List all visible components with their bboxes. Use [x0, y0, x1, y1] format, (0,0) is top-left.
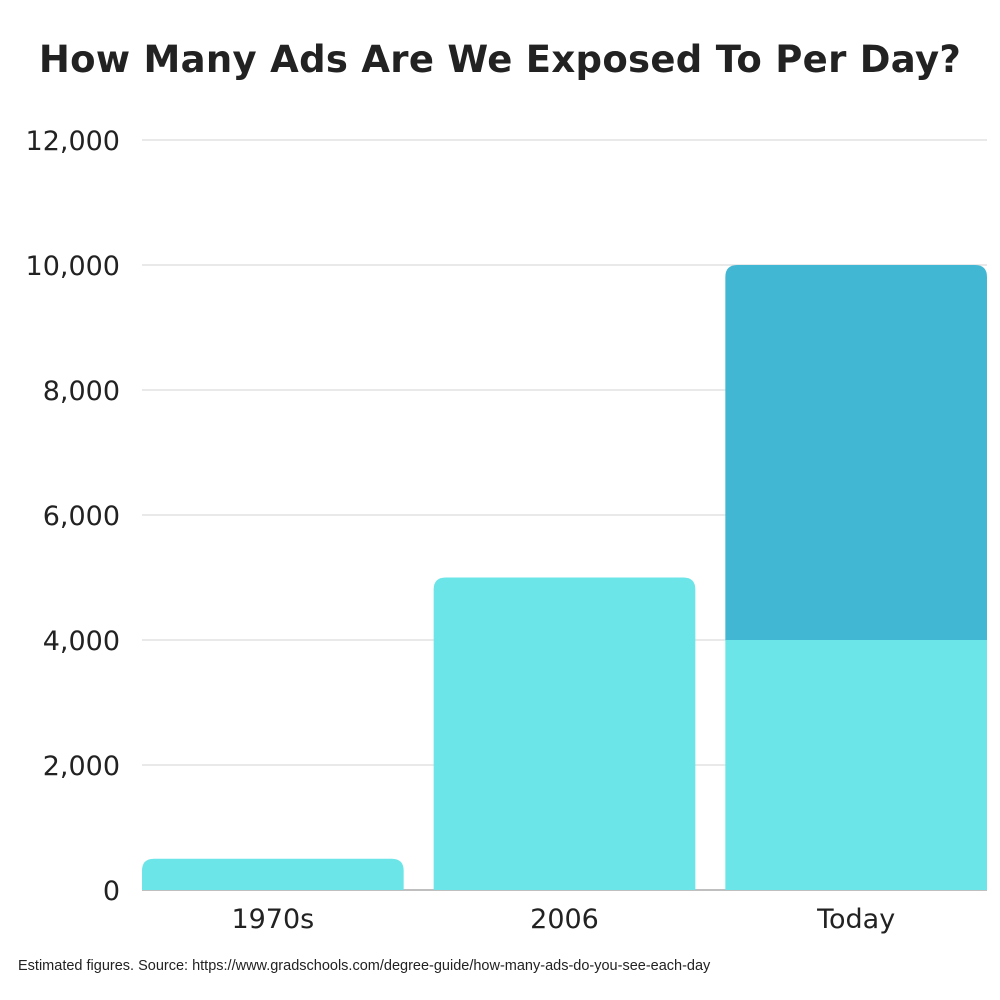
bar-1970s-segment-1	[142, 858, 404, 890]
bar-today-segment-2	[725, 265, 987, 640]
source-footnote: Estimated figures. Source: https://www.g…	[18, 958, 711, 974]
y-tick-label: 2,000	[43, 751, 120, 782]
y-tick-label: 10,000	[26, 251, 120, 282]
x-tick-label: 2006	[530, 904, 599, 935]
x-tick-label: 1970s	[231, 904, 314, 935]
y-tick-label: 6,000	[43, 501, 120, 532]
y-tick-label: 0	[103, 876, 120, 907]
y-tick-label: 8,000	[43, 376, 120, 407]
x-tick-label: Today	[816, 904, 895, 935]
bar-today-segment-1	[725, 640, 987, 890]
bar-2006-segment-1	[433, 577, 696, 890]
y-tick-label: 12,000	[26, 126, 120, 157]
y-tick-label: 4,000	[43, 626, 120, 657]
chart-title: How Many Ads Are We Exposed To Per Day?	[38, 38, 962, 81]
